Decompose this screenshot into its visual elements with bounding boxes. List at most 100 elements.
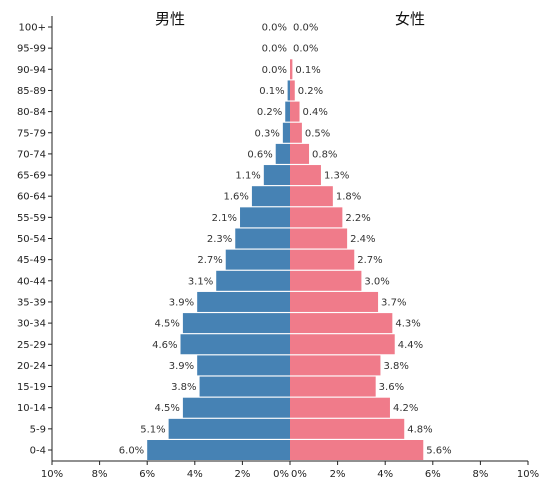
female-bar-5-9 (290, 418, 405, 439)
male-bar-5-9 (168, 418, 290, 439)
male-value-label-100+: 0.0% (262, 23, 287, 34)
female-value-label-45-49: 2.7% (357, 255, 382, 266)
x-tick-label-left-4: 4% (187, 469, 203, 480)
age-label-75-79: 75-79 (17, 128, 46, 139)
data-labels-layer: 6.0% 5.6% 5.1% 4.8% 4.5% 4.2% 3.8% 3.6% 3.9% 3.8%… (119, 23, 452, 457)
male-series-label: 男性 (155, 10, 185, 28)
female-bar-70-74 (290, 143, 310, 164)
female-value-label-50-54: 2.4% (350, 234, 375, 245)
male-value-label-95-99: 0.0% (262, 44, 287, 55)
male-bar-45-49 (225, 249, 290, 270)
male-bar-15-19 (199, 376, 290, 397)
female-bar-45-49 (290, 249, 355, 270)
female-value-label-25-29: 4.4% (398, 340, 423, 351)
male-value-label-85-89: 0.1% (259, 86, 284, 97)
male-bar-0-4 (147, 440, 290, 460)
male-value-label-30-34: 4.5% (154, 319, 179, 330)
bars-layer (147, 59, 424, 460)
male-bar-20-24 (197, 355, 290, 376)
male-value-label-0-4: 6.0% (119, 446, 144, 457)
female-value-label-10-14: 4.2% (393, 403, 418, 414)
age-label-20-24: 20-24 (17, 361, 46, 372)
male-value-label-60-64: 1.6% (224, 192, 249, 203)
female-value-label-55-59: 2.2% (345, 213, 370, 224)
female-bar-85-89 (290, 80, 295, 101)
age-label-100+: 100+ (19, 23, 46, 34)
male-bar-50-54 (235, 228, 290, 249)
male-bar-75-79 (282, 122, 290, 143)
male-value-label-5-9: 5.1% (140, 424, 165, 435)
female-bar-80-84 (290, 101, 300, 122)
age-label-35-39: 35-39 (17, 297, 46, 308)
female-bar-25-29 (290, 334, 395, 355)
female-value-label-100+: 0.0% (293, 23, 318, 34)
male-value-label-25-29: 4.6% (152, 340, 177, 351)
female-value-label-85-89: 0.2% (298, 86, 323, 97)
female-value-label-95-99: 0.0% (293, 44, 318, 55)
male-value-label-15-19: 3.8% (171, 382, 196, 393)
x-tick-label-left-2: 2% (234, 469, 250, 480)
age-label-65-69: 65-69 (17, 171, 46, 182)
age-label-85-89: 85-89 (17, 86, 46, 97)
age-label-30-34: 30-34 (17, 319, 46, 330)
x-tick-label-right-8: 8% (472, 469, 488, 480)
female-value-label-75-79: 0.5% (305, 128, 330, 139)
female-value-label-30-34: 4.3% (395, 319, 420, 330)
male-bar-80-84 (285, 101, 290, 122)
male-bar-30-34 (182, 313, 290, 334)
x-tick-label-right-10: 10% (517, 469, 539, 480)
female-bar-40-44 (290, 270, 362, 291)
male-value-label-45-49: 2.7% (197, 255, 222, 266)
male-bar-25-29 (180, 334, 290, 355)
male-value-label-40-44: 3.1% (188, 276, 213, 287)
age-label-40-44: 40-44 (17, 276, 46, 287)
male-bar-85-89 (287, 80, 290, 101)
female-value-label-60-64: 1.8% (336, 192, 361, 203)
female-value-label-0-4: 5.6% (426, 446, 451, 457)
age-label-95-99: 95-99 (17, 44, 46, 55)
age-label-50-54: 50-54 (17, 234, 46, 245)
female-bar-30-34 (290, 313, 393, 334)
age-label-45-49: 45-49 (17, 255, 46, 266)
female-bar-90-94 (290, 59, 293, 80)
age-label-25-29: 25-29 (17, 340, 46, 351)
age-label-70-74: 70-74 (17, 149, 46, 160)
female-value-label-35-39: 3.7% (381, 297, 406, 308)
male-bar-65-69 (263, 165, 290, 186)
female-value-label-70-74: 0.8% (312, 149, 337, 160)
female-bar-10-14 (290, 397, 390, 418)
male-value-label-50-54: 2.3% (207, 234, 232, 245)
male-bar-10-14 (182, 397, 290, 418)
x-tick-label-left-10: 10% (41, 469, 63, 480)
female-value-label-40-44: 3.0% (364, 276, 389, 287)
male-bar-55-59 (240, 207, 290, 228)
male-value-label-20-24: 3.9% (169, 361, 194, 372)
age-label-0-4: 0-4 (30, 446, 46, 457)
male-value-label-70-74: 0.6% (247, 149, 272, 160)
male-bar-60-64 (251, 186, 290, 207)
x-tick-label-left-8: 8% (92, 469, 108, 480)
male-bar-40-44 (216, 270, 290, 291)
age-label-15-19: 15-19 (17, 382, 46, 393)
female-bar-65-69 (290, 165, 321, 186)
female-value-label-65-69: 1.3% (324, 171, 349, 182)
female-bar-55-59 (290, 207, 343, 228)
x-tick-label-left-0: 0% (273, 469, 289, 480)
x-tick-label-left-6: 6% (139, 469, 155, 480)
female-bar-75-79 (290, 122, 302, 143)
age-label-80-84: 80-84 (17, 107, 46, 118)
female-bar-50-54 (290, 228, 348, 249)
x-tick-label-right-6: 6% (425, 469, 441, 480)
male-bar-35-39 (197, 291, 290, 312)
age-label-5-9: 5-9 (30, 424, 46, 435)
x-tick-label-right-2: 2% (330, 469, 346, 480)
age-label-55-59: 55-59 (17, 213, 46, 224)
age-label-10-14: 10-14 (17, 403, 46, 414)
female-bar-35-39 (290, 291, 379, 312)
female-value-label-90-94: 0.1% (295, 65, 320, 76)
female-value-label-80-84: 0.4% (303, 107, 328, 118)
male-value-label-80-84: 0.2% (257, 107, 282, 118)
female-bar-15-19 (290, 376, 376, 397)
male-bar-70-74 (275, 143, 290, 164)
